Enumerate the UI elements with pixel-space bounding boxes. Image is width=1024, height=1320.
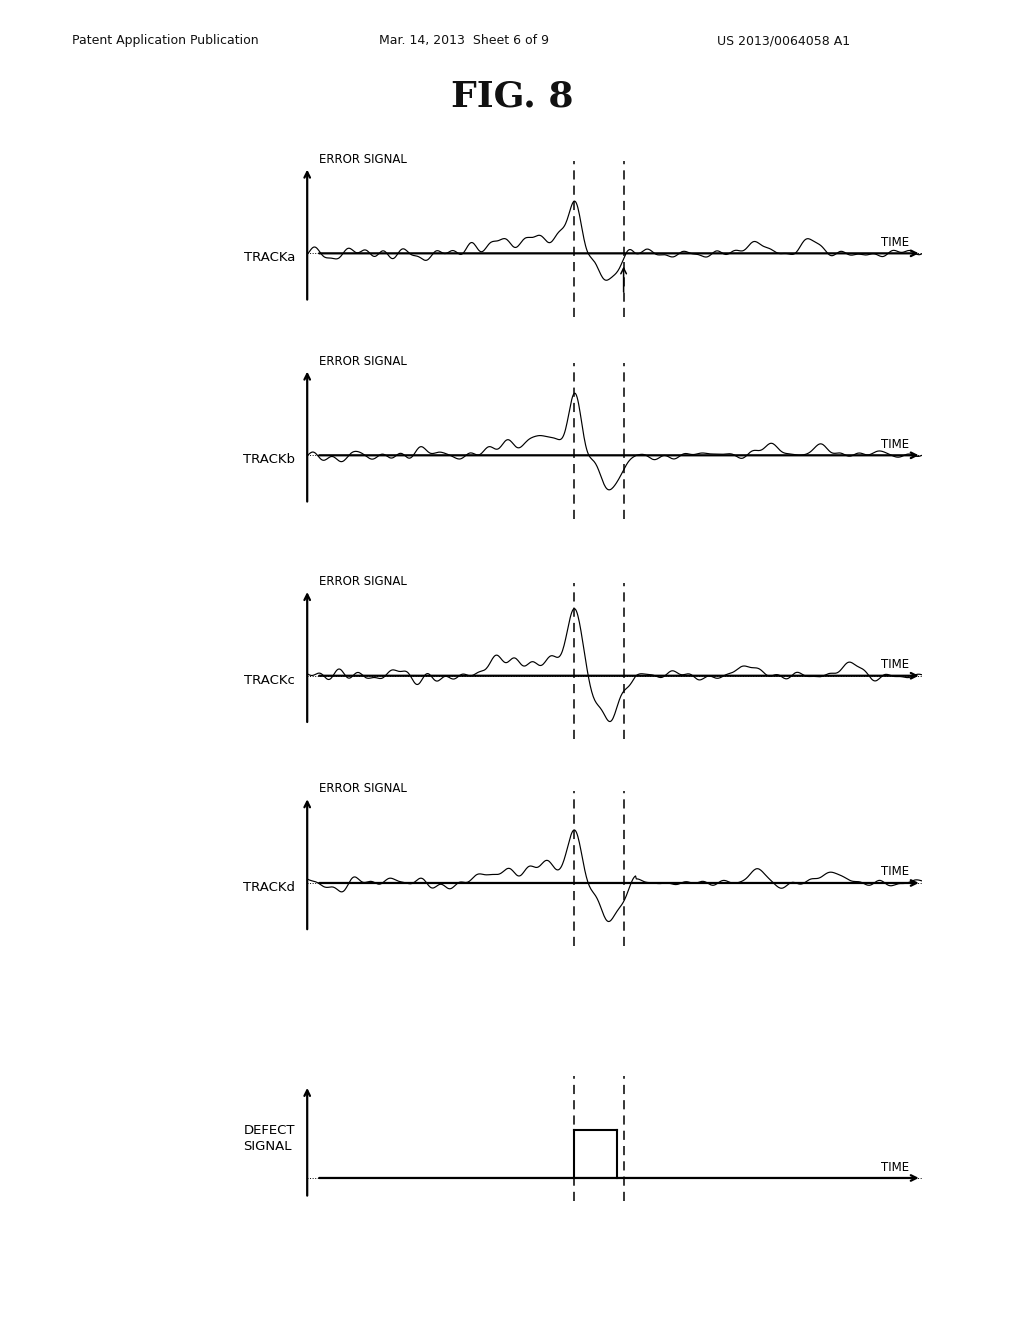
Text: TRACKd: TRACKd bbox=[243, 880, 295, 894]
Text: TRACKa: TRACKa bbox=[244, 251, 295, 264]
Text: ERROR SIGNAL: ERROR SIGNAL bbox=[319, 355, 408, 367]
Text: TIME: TIME bbox=[882, 659, 909, 671]
Text: Patent Application Publication: Patent Application Publication bbox=[72, 34, 258, 48]
Text: TIME: TIME bbox=[882, 866, 909, 878]
Text: FIG. 8: FIG. 8 bbox=[451, 79, 573, 114]
Text: TRACKc: TRACKc bbox=[244, 673, 295, 686]
Text: ERROR SIGNAL: ERROR SIGNAL bbox=[319, 783, 408, 795]
Text: TRACKb: TRACKb bbox=[243, 453, 295, 466]
Text: ERROR SIGNAL: ERROR SIGNAL bbox=[319, 153, 408, 165]
Text: TIME: TIME bbox=[882, 236, 909, 248]
Text: TIME: TIME bbox=[882, 1162, 909, 1175]
Text: DEFECT
SIGNAL: DEFECT SIGNAL bbox=[244, 1125, 295, 1152]
Text: US 2013/0064058 A1: US 2013/0064058 A1 bbox=[717, 34, 850, 48]
Text: TIME: TIME bbox=[882, 438, 909, 450]
Text: Mar. 14, 2013  Sheet 6 of 9: Mar. 14, 2013 Sheet 6 of 9 bbox=[379, 34, 549, 48]
Text: ERROR SIGNAL: ERROR SIGNAL bbox=[319, 576, 408, 587]
